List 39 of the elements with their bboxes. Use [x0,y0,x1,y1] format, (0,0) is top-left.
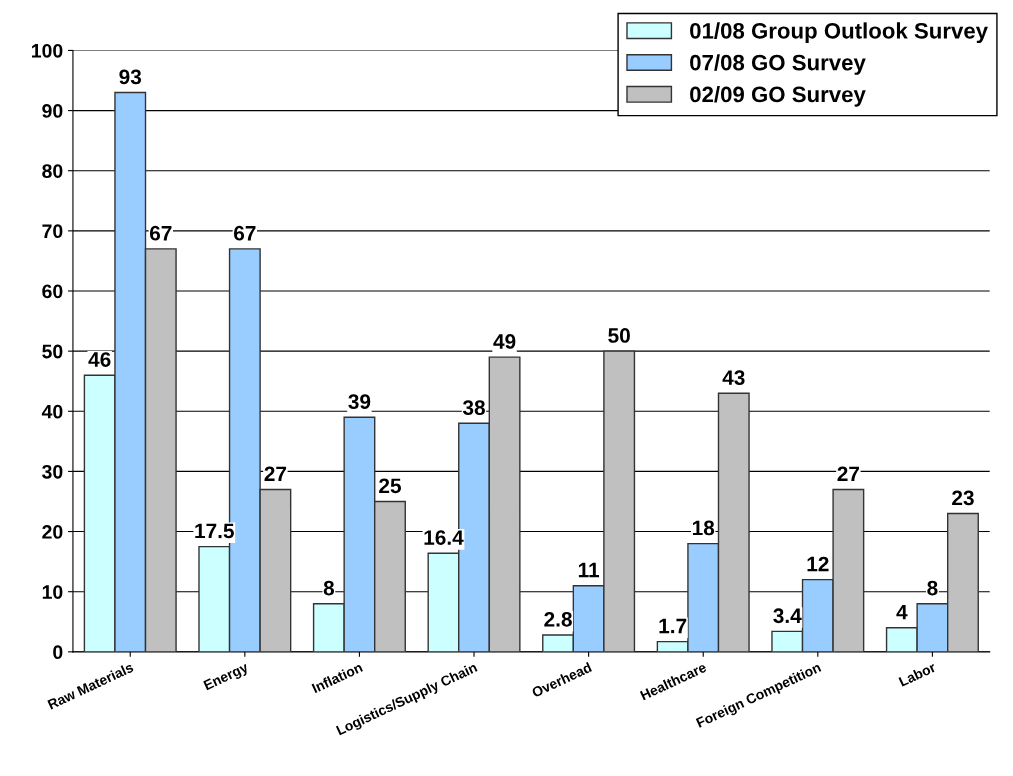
data-label: 12 [807,556,829,572]
legend-label: 01/08 Group Outlook Survey [690,22,988,44]
y-tick-label: 80 [42,164,63,178]
y-tick-label: 30 [42,464,63,479]
y-tick-label: 70 [42,224,63,239]
data-label: 43 [722,370,745,385]
data-label: 16.4 [424,530,464,545]
data-label: 25 [379,478,401,494]
data-label: 39 [348,394,371,410]
data-label: 50 [608,328,630,343]
data-label: 18 [692,520,715,536]
data-label: 8 [323,580,335,596]
data-label: 27 [264,466,287,481]
data-label: 3.4 [773,608,802,624]
data-label: 11 [578,562,600,578]
legend-label: 02/09 GO Survey [690,85,866,107]
data-label: 27 [837,466,860,481]
data-label: 93 [119,69,142,85]
data-label: 49 [493,334,516,349]
y-tick-label: 0 [53,645,63,660]
y-tick-label: 100 [32,43,63,58]
y-tick-label: 40 [41,404,63,419]
y-tick-label: 10 [42,585,63,599]
data-label: 2.8 [544,611,572,627]
data-label: 38 [462,400,485,416]
data-label: 67 [149,225,172,241]
x-tick-label: Labor [898,661,937,687]
legend-label: 07/08 GO Survey [690,54,866,75]
data-label: 8 [927,580,938,596]
data-label: 46 [88,352,111,367]
y-tick-label: 60 [42,284,63,299]
y-tick-label: 20 [42,525,63,539]
y-tick-label: 90 [42,104,63,118]
data-label: 17.5 [195,523,234,539]
data-label: 67 [234,225,256,241]
data-label: 1.7 [659,618,687,634]
y-tick-label: 50 [42,344,63,359]
data-label: 23 [952,490,974,506]
data-label: 4 [896,604,908,620]
